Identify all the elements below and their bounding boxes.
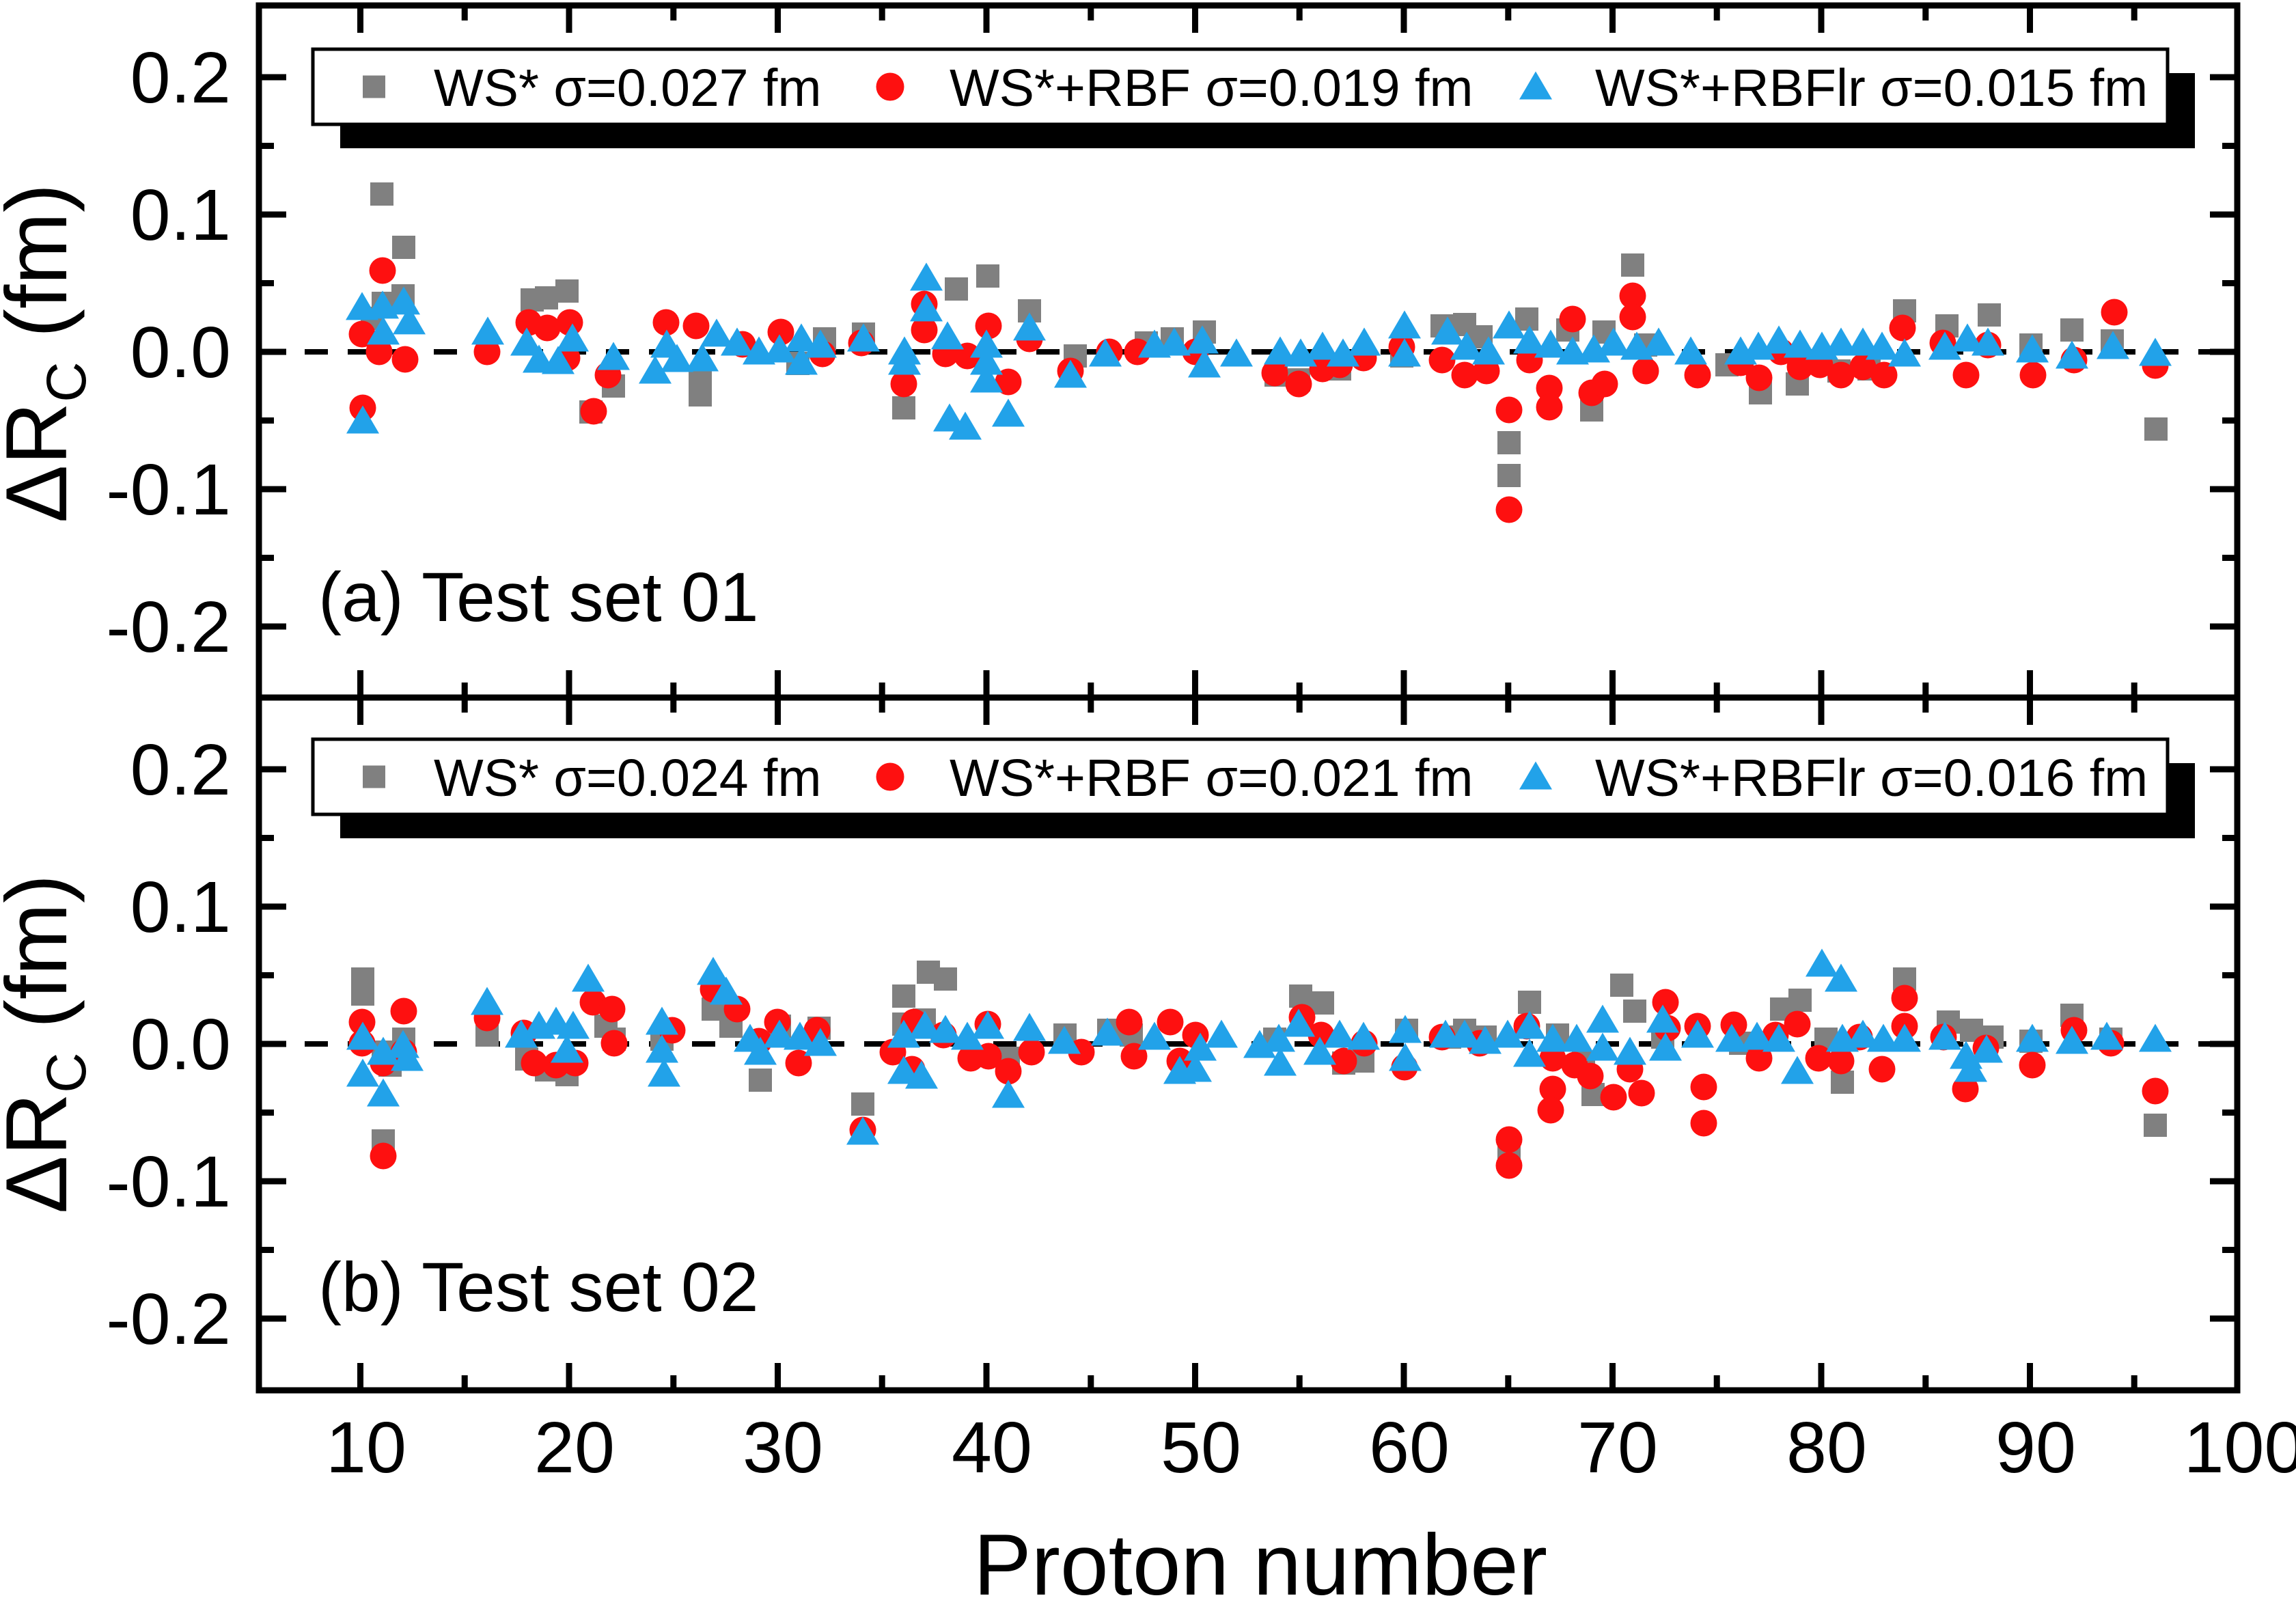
svg-text:WS* σ=0.024 fm: WS* σ=0.024 fm bbox=[434, 749, 822, 808]
svg-text:-0.2: -0.2 bbox=[106, 1279, 231, 1360]
svg-text:ΔRC (fm): ΔRC (fm) bbox=[0, 874, 98, 1214]
svg-text:80: 80 bbox=[1786, 1407, 1867, 1488]
svg-text:WS*+RBF σ=0.019 fm: WS*+RBF σ=0.019 fm bbox=[950, 59, 1474, 118]
svg-text:0.0: 0.0 bbox=[130, 1004, 231, 1085]
svg-text:0.1: 0.1 bbox=[130, 867, 231, 948]
svg-text:-0.1: -0.1 bbox=[106, 1142, 231, 1222]
svg-text:WS*+RBF σ=0.021 fm: WS*+RBF σ=0.021 fm bbox=[950, 749, 1474, 808]
svg-text:40: 40 bbox=[952, 1407, 1032, 1488]
svg-text:0.2: 0.2 bbox=[130, 730, 231, 810]
svg-text:Proton number: Proton number bbox=[973, 1516, 1547, 1598]
svg-text:90: 90 bbox=[1995, 1407, 2076, 1488]
svg-text:100: 100 bbox=[2184, 1407, 2296, 1488]
svg-text:20: 20 bbox=[534, 1407, 615, 1488]
svg-text:10: 10 bbox=[326, 1407, 406, 1488]
svg-text:0.0: 0.0 bbox=[130, 312, 231, 393]
svg-text:-0.2: -0.2 bbox=[106, 587, 231, 667]
svg-text:(b) Test set 02: (b) Test set 02 bbox=[318, 1248, 758, 1326]
svg-text:0.1: 0.1 bbox=[130, 175, 231, 256]
svg-text:(a) Test set 01: (a) Test set 01 bbox=[318, 558, 758, 636]
svg-text:60: 60 bbox=[1369, 1407, 1450, 1488]
svg-text:-0.1: -0.1 bbox=[106, 450, 231, 530]
svg-text:0.2: 0.2 bbox=[130, 38, 231, 118]
svg-text:50: 50 bbox=[1161, 1407, 1241, 1488]
svg-text:30: 30 bbox=[743, 1407, 823, 1488]
svg-text:ΔRC (fm): ΔRC (fm) bbox=[0, 184, 98, 523]
svg-text:WS*+RBFlr σ=0.015 fm: WS*+RBFlr σ=0.015 fm bbox=[1595, 59, 2148, 118]
svg-text:WS* σ=0.027 fm: WS* σ=0.027 fm bbox=[434, 59, 822, 118]
svg-text:70: 70 bbox=[1577, 1407, 1658, 1488]
svg-text:WS*+RBFlr σ=0.016 fm: WS*+RBFlr σ=0.016 fm bbox=[1595, 749, 2148, 808]
